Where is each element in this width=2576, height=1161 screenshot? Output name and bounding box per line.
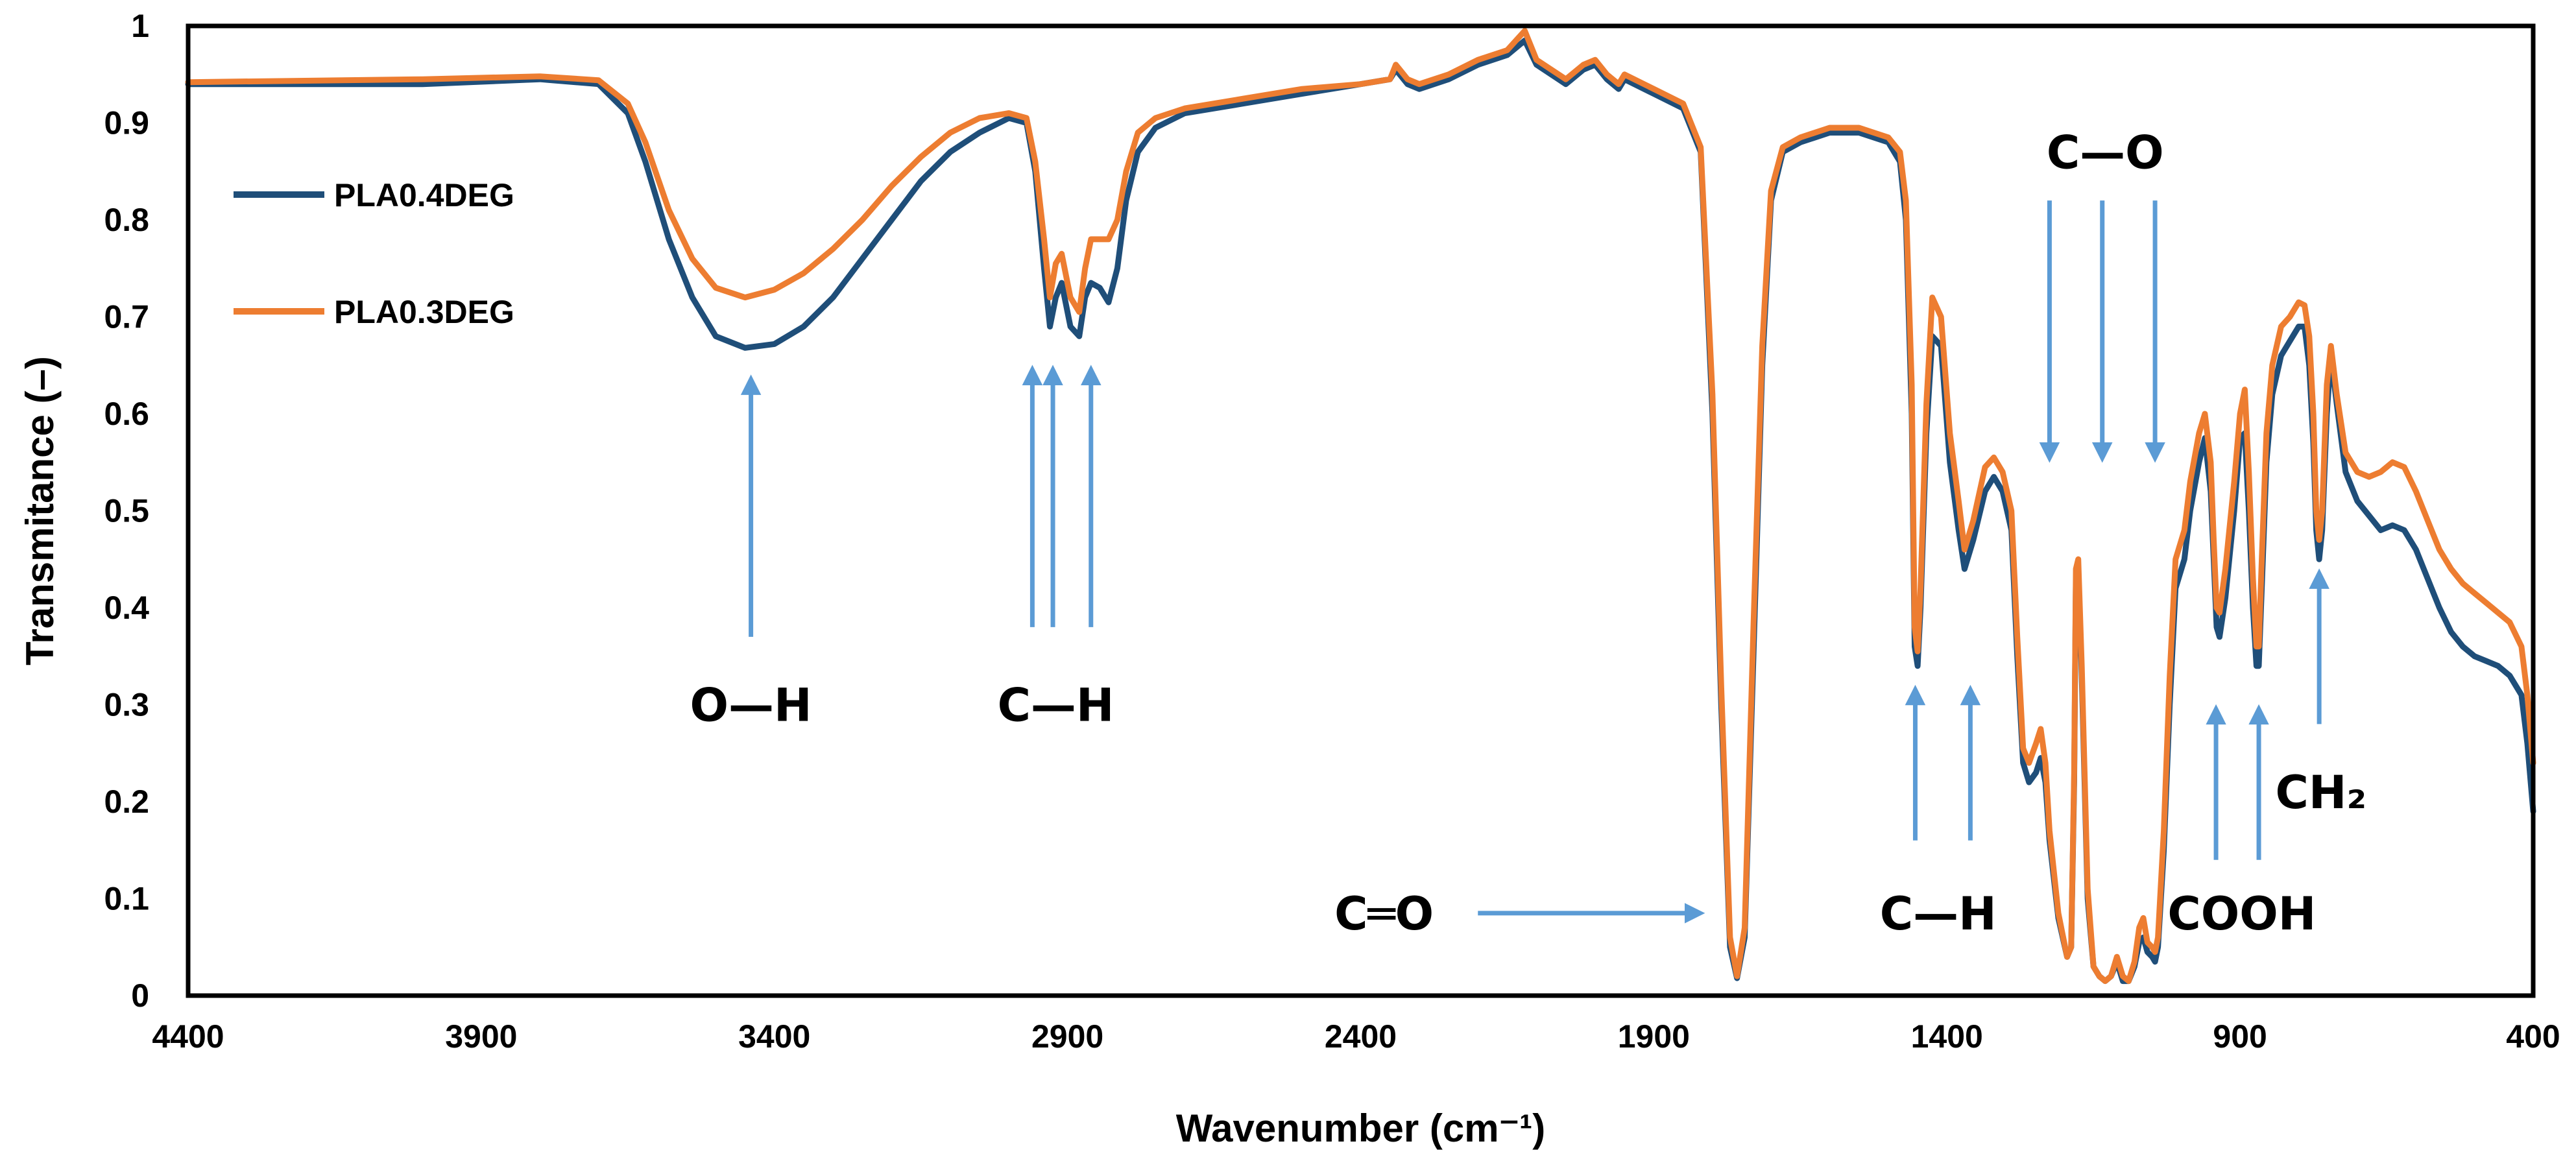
x-tick-label: 2400 bbox=[1325, 1018, 1397, 1055]
y-tick-label: 0.9 bbox=[104, 105, 149, 141]
x-tick-label: 4400 bbox=[152, 1018, 224, 1055]
y-tick-label: 0.3 bbox=[104, 687, 149, 723]
series-line-pla0-4deg bbox=[185, 37, 2536, 985]
x-axis-title: Wavenumber (cm⁻¹) bbox=[1176, 1107, 1546, 1150]
x-tick-label: 3900 bbox=[445, 1018, 517, 1055]
plot-frame bbox=[186, 23, 2536, 998]
series-layer bbox=[185, 28, 2536, 985]
y-tick-label: 0.4 bbox=[104, 590, 149, 626]
legend: PLA0.4DEG PLA0.3DEG bbox=[234, 177, 514, 330]
y-tick-label: 0.8 bbox=[104, 202, 149, 238]
legend-label: PLA0.4DEG bbox=[334, 177, 514, 213]
y-tick-label: 1 bbox=[131, 8, 149, 44]
annotation-label: CH₂ bbox=[2276, 766, 2367, 819]
legend-label: PLA0.3DEG bbox=[334, 294, 514, 330]
annotation-layer: O—H C—H C—O C—H COOH CH₂ C═O bbox=[690, 126, 2367, 940]
y-tick-label: 0.2 bbox=[104, 784, 149, 820]
annotation-label: C—H bbox=[1880, 887, 1997, 940]
y-tick-label: 0.1 bbox=[104, 881, 149, 917]
x-tick-label: 900 bbox=[2213, 1018, 2267, 1055]
x-tick-label: 1400 bbox=[1911, 1018, 1983, 1055]
x-axis-ticks: 4400 3900 3400 2900 2400 1900 1400 900 400 bbox=[152, 1018, 2560, 1055]
y-tick-label: 0.6 bbox=[104, 396, 149, 432]
y-tick-label: 0 bbox=[131, 977, 149, 1014]
annotation-label: C═O bbox=[1334, 887, 1434, 940]
x-tick-label: 400 bbox=[2506, 1018, 2560, 1055]
annotation-label: O—H bbox=[690, 679, 812, 732]
x-tick-label: 2900 bbox=[1031, 1018, 1103, 1055]
annotation-label: C—H bbox=[998, 679, 1114, 732]
y-tick-label: 0.5 bbox=[104, 493, 149, 529]
series-line-pla0-3deg bbox=[185, 28, 2536, 985]
y-tick-label: 0.7 bbox=[104, 299, 149, 335]
annotation-label: C—O bbox=[2047, 126, 2164, 179]
annotation-label: COOH bbox=[2167, 887, 2316, 940]
x-tick-label: 3400 bbox=[738, 1018, 810, 1055]
x-tick-label: 1900 bbox=[1618, 1018, 1690, 1055]
y-axis-title: Transmitance (–) bbox=[18, 356, 62, 665]
y-axis-ticks: 0 0.1 0.2 0.3 0.4 0.5 0.6 0.7 0.8 0.9 1 bbox=[104, 8, 149, 1014]
